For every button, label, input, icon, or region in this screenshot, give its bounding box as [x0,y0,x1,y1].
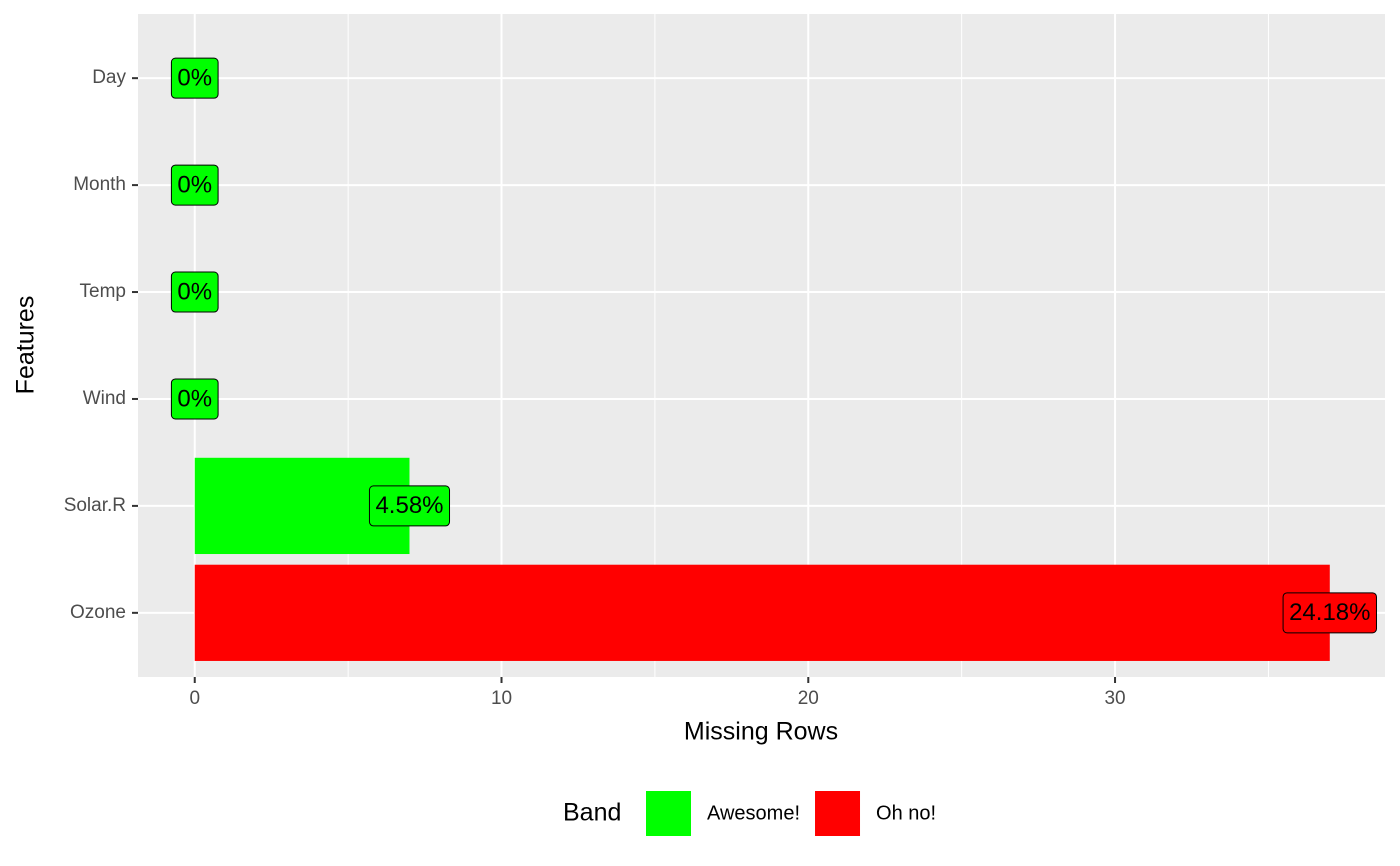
data-label-box [170,378,219,420]
x-axis-title: Missing Rows [684,718,838,746]
data-label-box [368,485,451,527]
data-label: 0% [177,278,212,305]
data-label: 0% [177,171,212,198]
data-label: 0% [177,65,212,92]
data-label-box [170,57,219,99]
data-label-box [170,164,219,206]
x-tick-label: 20 [798,688,819,709]
y-axis-title: Features [12,296,40,395]
legend-key [646,791,691,836]
legend-label: Oh no! [876,802,936,824]
data-label: 0% [177,385,212,412]
data-label-box [170,271,219,313]
data-label: 4.58% [375,492,443,519]
legend-title: Band [563,799,621,827]
y-tick-label: Day [92,67,126,88]
x-tick-label: 10 [491,688,512,709]
y-tick-label: Temp [80,281,126,302]
y-tick-label: Ozone [70,602,126,623]
y-tick-label: Solar.R [64,495,126,516]
data-label-box [1282,592,1377,634]
y-tick-label: Month [73,174,126,195]
y-tick-label: Wind [83,388,126,409]
x-tick-label: 30 [1104,688,1125,709]
x-tick-label: 0 [189,688,200,709]
legend-key [815,791,861,836]
legend-label: Awesome! [707,802,800,824]
data-label: 24.18% [1289,599,1370,626]
bar [194,564,1330,661]
